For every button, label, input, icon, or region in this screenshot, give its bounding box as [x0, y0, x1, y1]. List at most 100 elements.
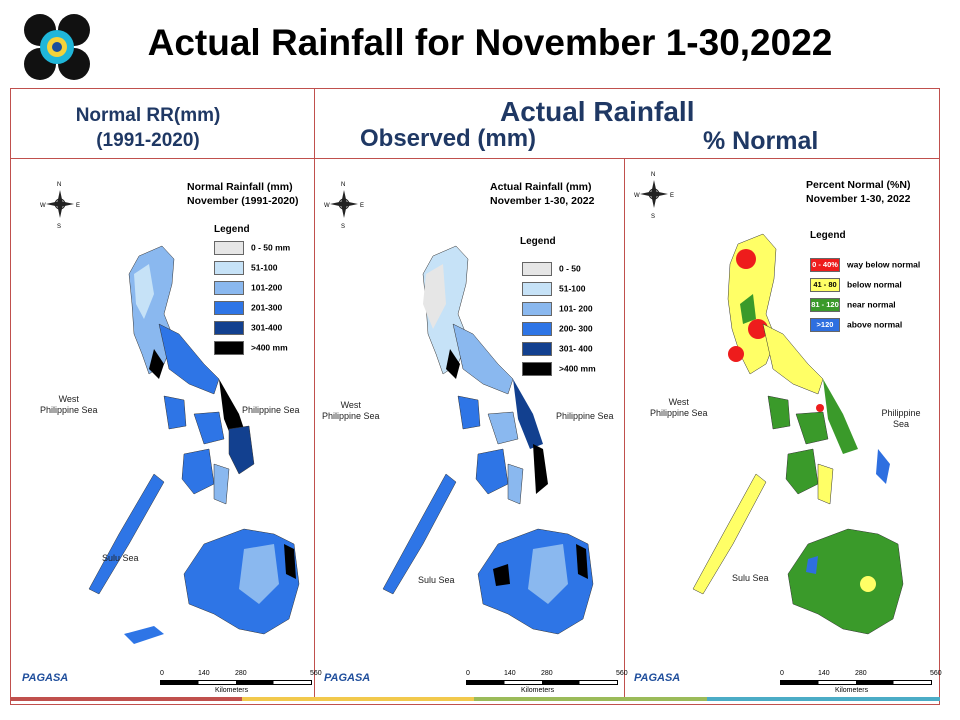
legend-swatch: 0 - 40%: [810, 258, 840, 272]
legend-label: 51-100: [251, 262, 278, 273]
scale-tick-label: 560: [310, 670, 322, 677]
legend-item: 81 - 120 near normal: [810, 298, 896, 312]
pagasa-logo: PAGASA: [22, 672, 69, 684]
legend-item: 51-100: [214, 261, 277, 275]
header-normal: Normal RR(mm) (1991-2020): [28, 103, 268, 153]
legend-item: 0 - 50 mm: [214, 241, 290, 255]
scale-bar: [780, 680, 932, 685]
legend-item: 101- 200: [522, 302, 593, 316]
legend-swatch: [522, 342, 552, 356]
legend-item: >400 mm: [214, 341, 288, 355]
header-normal-line2: (1991-2020): [96, 130, 200, 151]
scale-tick-label: 140: [504, 670, 516, 677]
legend-label: >400 mm: [251, 342, 288, 353]
legend-item: 0 - 40% way below normal: [810, 258, 920, 272]
divider-1: [314, 88, 315, 700]
legend-swatch: >120: [810, 318, 840, 332]
footer-color-bar: [10, 697, 940, 701]
svg-text:W: W: [324, 203, 330, 209]
scale-tick-label: 560: [616, 670, 628, 677]
compass-icon: [640, 180, 668, 208]
legend-swatch: [214, 321, 244, 335]
legend-title: Legend: [810, 230, 846, 241]
panel-actual: N S W E Actual Rainfall (mm) November 1-30…: [318, 164, 618, 700]
legend-item: 201-300: [214, 301, 282, 315]
legend-item: 200- 300: [522, 322, 593, 336]
svg-text:N: N: [57, 182, 61, 188]
sulu-sea-label: Sulu Sea: [732, 573, 769, 583]
svg-text:E: E: [670, 193, 674, 199]
legend-swatch: [522, 282, 552, 296]
panel-normal-title-2: November (1991-2020): [187, 195, 299, 207]
philippine-sea-label: Philippine Sea: [881, 408, 921, 429]
legend-label: >400 mm: [559, 363, 596, 374]
scale-tick-label: 280: [855, 670, 867, 677]
legend-label: 200- 300: [559, 323, 593, 334]
legend-title: Legend: [214, 224, 250, 235]
pagasa-logo: PAGASA: [634, 672, 681, 684]
dost-logo: [24, 14, 90, 80]
scale-tick-label: 280: [541, 670, 553, 677]
west-philippine-sea-label: West Philippine Sea: [650, 397, 708, 418]
scale-bar: [466, 680, 618, 685]
scale-unit: Kilometers: [521, 687, 555, 694]
panel-percent-title-2: November 1-30, 2022: [806, 193, 911, 205]
normal-rainfall-map: N S W E: [40, 182, 300, 644]
compass-icon: [46, 190, 74, 218]
header-actual: Actual Rainfall: [500, 96, 695, 127]
svg-text:W: W: [40, 203, 46, 209]
legend-item: 41 - 80 below normal: [810, 278, 902, 292]
legend-label: 51-100: [559, 283, 586, 294]
percent-normal-map: N S W E: [634, 172, 904, 635]
legend-label: way below normal: [847, 259, 921, 270]
legend-label: 0 - 50 mm: [251, 242, 291, 253]
legend-label: 301-400: [251, 322, 283, 333]
legend-label: near normal: [847, 299, 896, 310]
legend-item: 0 - 50: [522, 262, 581, 276]
legend-swatch: [522, 302, 552, 316]
svg-text:E: E: [360, 203, 364, 209]
legend-item: 301-400: [214, 321, 282, 335]
philippine-sea-label: Philippine Sea: [242, 405, 300, 415]
legend-swatch: [522, 322, 552, 336]
philippine-sea-label: Philippine Sea: [556, 411, 614, 421]
panel-normal: N S W E Normal Rainfall (mm) November (199…: [14, 164, 314, 700]
legend-swatch: [214, 341, 244, 355]
panel-percent: N S W E Percent Normal (%N) November 1-30,…: [628, 164, 928, 700]
header-divider: [10, 158, 940, 159]
svg-text:N: N: [651, 172, 655, 178]
legend-label: 101- 200: [559, 303, 593, 314]
legend-label: 101-200: [251, 282, 283, 293]
sulu-sea-label: Sulu Sea: [418, 575, 455, 585]
legend-label: 0 - 50: [559, 263, 581, 274]
legend-item: 101-200: [214, 281, 282, 295]
header-normal-line1: Normal RR(mm): [75, 105, 221, 126]
sulu-sea-label: Sulu Sea: [102, 553, 139, 563]
scale-tick-label: 140: [198, 670, 210, 677]
panel-normal-title-1: Normal Rainfall (mm): [187, 181, 293, 193]
west-philippine-sea-label: West Philippine Sea: [40, 394, 98, 415]
svg-text:E: E: [76, 203, 80, 209]
scale-tick-label: 0: [466, 670, 470, 677]
legend-swatch: [522, 362, 552, 376]
svg-text:S: S: [651, 214, 655, 220]
panel-percent-title-1: Percent Normal (%N): [806, 179, 911, 191]
scale-tick-label: 140: [818, 670, 830, 677]
content-frame: [10, 88, 940, 705]
legend-item: >120 above normal: [810, 318, 902, 332]
actual-rainfall-map: N S W E: [324, 182, 594, 635]
legend-label: below normal: [847, 279, 902, 290]
slide-title: Actual Rainfall for November 1-30,2022: [147, 22, 833, 63]
legend-swatch: [214, 301, 244, 315]
header-percent: % Normal: [703, 127, 819, 155]
legend-item: 301- 400: [522, 342, 593, 356]
legend-swatch: [522, 262, 552, 276]
legend-swatch: [214, 281, 244, 295]
divider-2: [624, 158, 625, 700]
scale-tick-label: 560: [930, 670, 942, 677]
legend-label: 201-300: [251, 302, 283, 313]
legend-label: 301- 400: [559, 343, 593, 354]
scale-unit: Kilometers: [835, 687, 869, 694]
legend-swatch: 81 - 120: [810, 298, 840, 312]
legend-item: >400 mm: [522, 362, 596, 376]
